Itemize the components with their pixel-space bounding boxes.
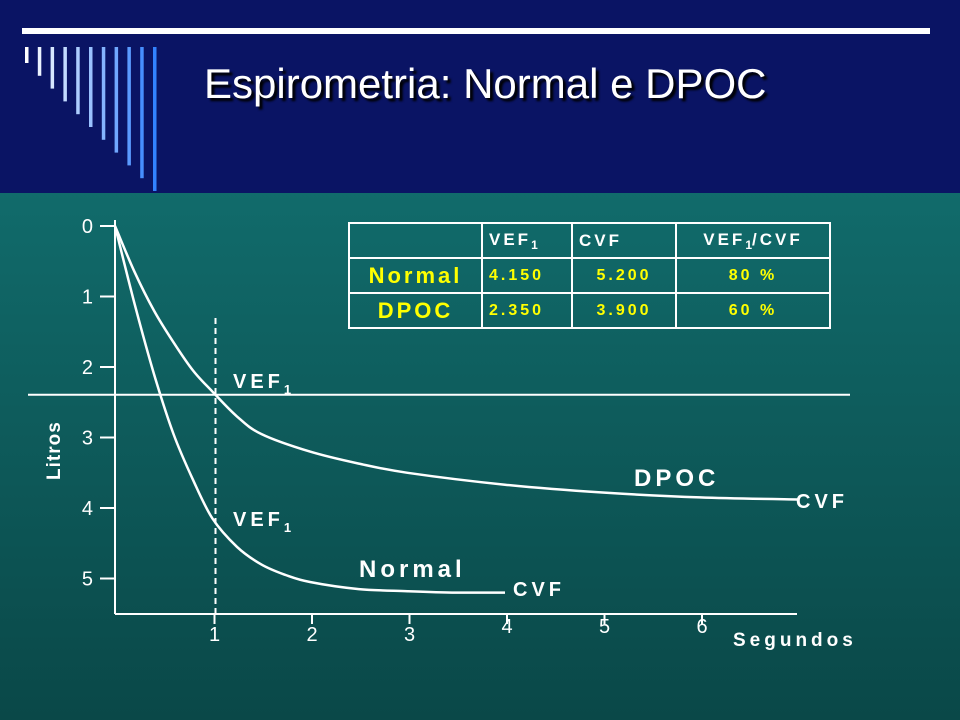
x-tick-label: 5 — [599, 616, 610, 638]
decorative-stripe — [50, 47, 55, 89]
table-row: Normal 4.150 5.200 80 % — [348, 257, 831, 294]
dpoc-ratio-value: 60 % — [675, 292, 831, 329]
table-row: DPOC 2.350 3.900 60 % — [348, 292, 831, 329]
cvf-dpoc-label: CVF — [796, 491, 848, 513]
normal-cvf-value: 5.200 — [571, 257, 677, 294]
chart-series — [113, 225, 798, 594]
header-top-line — [22, 28, 930, 34]
y-axis-label: Litros — [44, 421, 65, 480]
vef1-upper-label: VEF1 — [233, 371, 291, 397]
y-tick-label: 4 — [82, 498, 93, 520]
chart-axes — [100, 220, 797, 624]
dpoc-cvf-value: 3.900 — [571, 292, 677, 329]
normal-vef1-value: 4.150 — [481, 257, 573, 294]
decorative-stripe — [76, 47, 80, 115]
y-tick-label: 5 — [82, 569, 93, 591]
normal-ratio-value: 80 % — [675, 257, 831, 294]
header-vef1-cvf: VEF1/CVF — [675, 222, 831, 259]
decorative-stripe — [114, 47, 119, 153]
normal-curve-label: Normal — [359, 556, 466, 583]
dpoc-curve-label: DPOC — [634, 465, 719, 492]
x-tick-label: 1 — [209, 624, 220, 646]
decorative-stripe — [140, 47, 144, 179]
header-vef1: VEF1 — [481, 222, 573, 259]
x-tick-label: 4 — [501, 616, 512, 638]
vef1-lower-label: VEF1 — [233, 509, 291, 535]
slide-title: Espirometria: Normal e DPOC — [204, 60, 767, 107]
header-cvf: CVF — [571, 222, 677, 259]
cvf-normal-label: CVF — [513, 579, 565, 601]
y-tick-label: 3 — [82, 428, 93, 450]
reference-lines — [28, 318, 850, 614]
y-tick-label: 0 — [82, 216, 93, 238]
decorative-stripe — [101, 47, 106, 140]
x-tick-label: 2 — [306, 624, 317, 646]
decorative-stripe — [153, 47, 157, 191]
series-line-normal — [113, 225, 506, 594]
row-label-normal: Normal — [348, 257, 483, 294]
table-header-row: VEF1 CVF VEF1/CVF — [348, 222, 831, 259]
decorative-stripe — [37, 47, 42, 76]
series-line-dpoc — [113, 225, 798, 501]
table-corner-cell — [348, 222, 483, 259]
x-tick-label: 3 — [404, 624, 415, 646]
decorative-stripe — [63, 47, 67, 102]
tick-labels: 0 1 2 3 4 5 1 2 3 4 5 6 — [82, 216, 708, 646]
x-axis-label: Segundos — [733, 630, 857, 651]
decorative-stripe — [89, 47, 93, 127]
decorative-stripe — [127, 47, 131, 166]
y-tick-label: 2 — [82, 357, 93, 379]
dpoc-vef1-value: 2.350 — [481, 292, 573, 329]
row-label-dpoc: DPOC — [348, 292, 483, 329]
decorative-stripes — [25, 47, 157, 191]
spirometry-table: VEF1 CVF VEF1/CVF Normal 4.150 5.200 80 … — [348, 222, 831, 329]
y-tick-label: 1 — [82, 287, 93, 309]
decorative-stripe — [25, 47, 29, 63]
x-tick-label: 6 — [696, 616, 707, 638]
